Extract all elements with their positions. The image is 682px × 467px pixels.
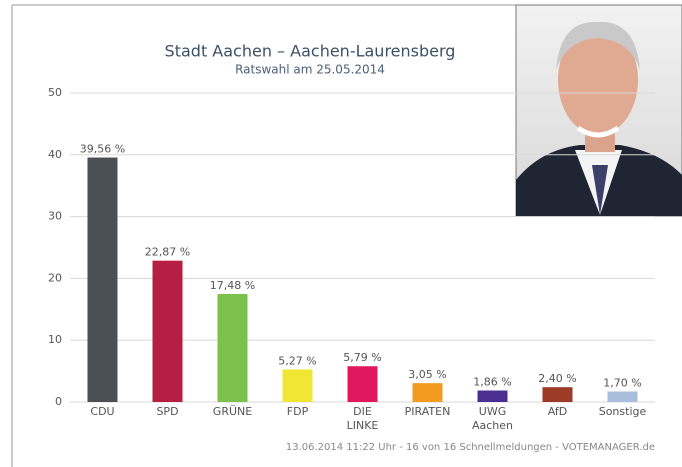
value-label: 39,56 % — [80, 143, 125, 156]
y-tick-label: 10 — [48, 333, 62, 346]
x-tick-label: AfD — [547, 405, 568, 418]
bar — [152, 260, 183, 402]
x-tick-label: Sonstige — [598, 405, 647, 418]
x-tick-label: GRÜNE — [212, 405, 253, 418]
value-label: 5,27 % — [278, 354, 316, 367]
value-label: 22,87 % — [145, 246, 190, 259]
value-label: 3,05 % — [408, 368, 446, 381]
value-label: 2,40 % — [538, 372, 576, 385]
photo — [515, 4, 682, 217]
bar — [217, 293, 248, 402]
value-label: 1,86 % — [473, 376, 511, 389]
y-tick-label: 50 — [48, 86, 62, 99]
bar — [87, 157, 118, 402]
x-tick-label: PIRATEN — [404, 405, 451, 418]
bar — [412, 383, 443, 402]
chart-subtitle: Ratswahl am 25.05.2014 — [235, 63, 385, 77]
x-tick-label: FDP — [286, 405, 309, 418]
x-tick-label: CDU — [90, 405, 115, 418]
value-label: 5,79 % — [343, 351, 381, 364]
bar — [282, 369, 313, 402]
x-tick-label: SPD — [156, 405, 179, 418]
x-tick-label: DIE LINKE — [346, 405, 379, 432]
y-tick-label: 0 — [55, 395, 62, 408]
x-tick-label: UWG Aachen — [471, 405, 514, 432]
footer: 13.06.2014 11:22 Uhr - 16 von 16 Schnell… — [286, 442, 655, 453]
bar — [347, 366, 378, 402]
bar — [542, 387, 573, 402]
value-label: 17,48 % — [210, 279, 255, 292]
y-tick-label: 40 — [48, 148, 62, 161]
chart-title: Stadt Aachen – Aachen-Laurensberg — [165, 42, 456, 61]
bar — [607, 391, 638, 402]
value-label: 1,70 % — [603, 376, 641, 389]
bar — [477, 390, 508, 402]
y-tick-label: 30 — [48, 210, 62, 223]
y-tick-label: 20 — [48, 271, 62, 284]
